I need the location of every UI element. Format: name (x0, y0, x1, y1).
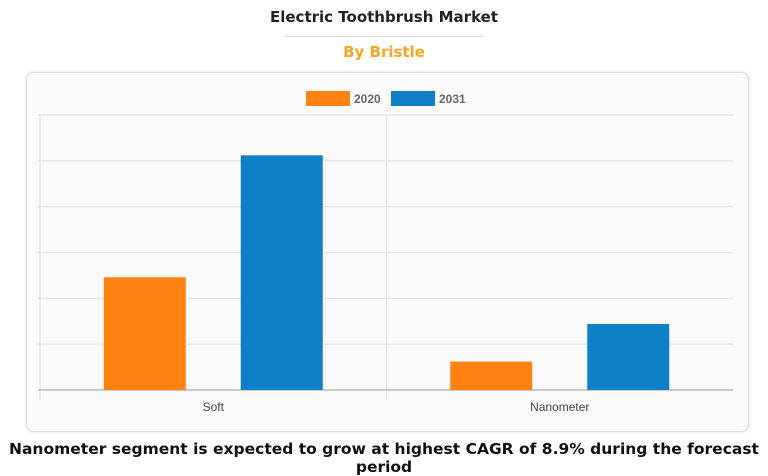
bar-2031-soft (240, 155, 323, 390)
chart-caption: Nanometer segment is expected to grow at… (9, 440, 759, 476)
x-tick-label: Nanometer (530, 400, 589, 414)
bar-2020-soft (103, 277, 186, 390)
chart-subtitle: By Bristle (343, 43, 425, 61)
title-divider (284, 36, 484, 37)
chart-title: Electric Toothbrush Market (270, 8, 498, 26)
bar-2031-nanometer (587, 324, 670, 390)
x-tick-label: Soft (203, 400, 225, 414)
legend-swatch-2031 (391, 91, 435, 106)
legend-label-2020: 2020 (354, 92, 381, 106)
bar-2020-nanometer (450, 361, 533, 390)
legend-swatch-2020 (306, 91, 350, 106)
legend-label-2031: 2031 (439, 92, 466, 106)
